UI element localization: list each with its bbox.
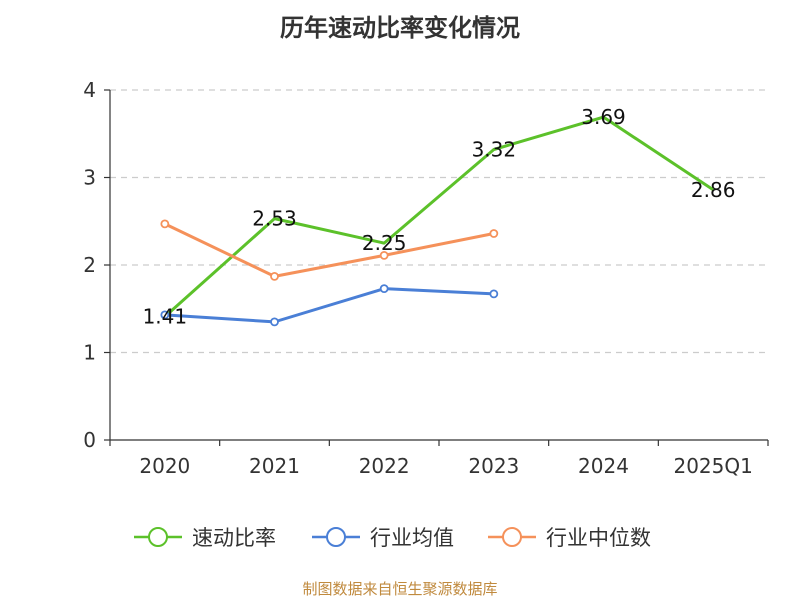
axes: 0 1 2 3 4 2020 2021 2022 2023 2024 2025Q1 xyxy=(83,78,769,478)
x-tick-label: 2020 xyxy=(139,454,190,478)
y-tick-label: 2 xyxy=(83,253,96,277)
data-point xyxy=(489,289,499,299)
data-point xyxy=(270,317,279,327)
series-line-2 xyxy=(164,222,495,278)
legend-item-1[interactable]: 行业均值 xyxy=(312,526,454,550)
data-label: 3.69 xyxy=(581,105,626,129)
x-tick-label: 2021 xyxy=(249,454,300,478)
data-label: 2.25 xyxy=(362,231,407,255)
x-tick-label: 2022 xyxy=(359,454,410,478)
x-tick-label: 2024 xyxy=(578,454,629,478)
legend-marker-icon xyxy=(326,527,346,547)
data-label: 3.32 xyxy=(472,138,517,162)
legend-label: 速动比率 xyxy=(192,526,276,550)
data-label: 1.41 xyxy=(143,305,188,329)
data-point xyxy=(270,271,279,281)
data-label: 2.53 xyxy=(252,207,297,231)
data-point xyxy=(489,229,499,238)
y-tick-label: 4 xyxy=(83,78,96,102)
y-tick-label: 3 xyxy=(83,166,96,190)
data-point xyxy=(160,310,170,320)
series-line-1 xyxy=(164,287,494,324)
series-line-0 xyxy=(163,115,714,318)
source-note: 制图数据来自恒生聚源数据库 xyxy=(302,580,498,598)
y-tick-label: 0 xyxy=(83,428,96,452)
data-point xyxy=(379,250,389,260)
grid-lines xyxy=(110,89,768,354)
legend-item-2[interactable]: 行业中位数 xyxy=(488,526,651,550)
data-labels: 1.41 2.53 2.25 3.32 3.69 2.86 xyxy=(143,105,736,329)
series-group xyxy=(160,115,714,327)
legend-marker-icon xyxy=(148,527,168,547)
legend-label: 行业均值 xyxy=(370,526,454,550)
x-tick-label: 2025Q1 xyxy=(673,454,752,478)
chart-title: 历年速动比率变化情况 xyxy=(280,14,520,42)
x-tick-label: 2023 xyxy=(468,454,519,478)
legend-item-0[interactable]: 速动比率 xyxy=(134,526,276,550)
y-tick-label: 1 xyxy=(83,341,96,365)
legend-label: 行业中位数 xyxy=(546,526,651,550)
data-label: 2.86 xyxy=(691,178,736,202)
data-point xyxy=(379,284,389,294)
legend-marker-icon xyxy=(502,527,522,547)
legend[interactable]: 速动比率 行业均值 行业中位数 xyxy=(134,526,651,550)
data-point xyxy=(160,219,170,229)
